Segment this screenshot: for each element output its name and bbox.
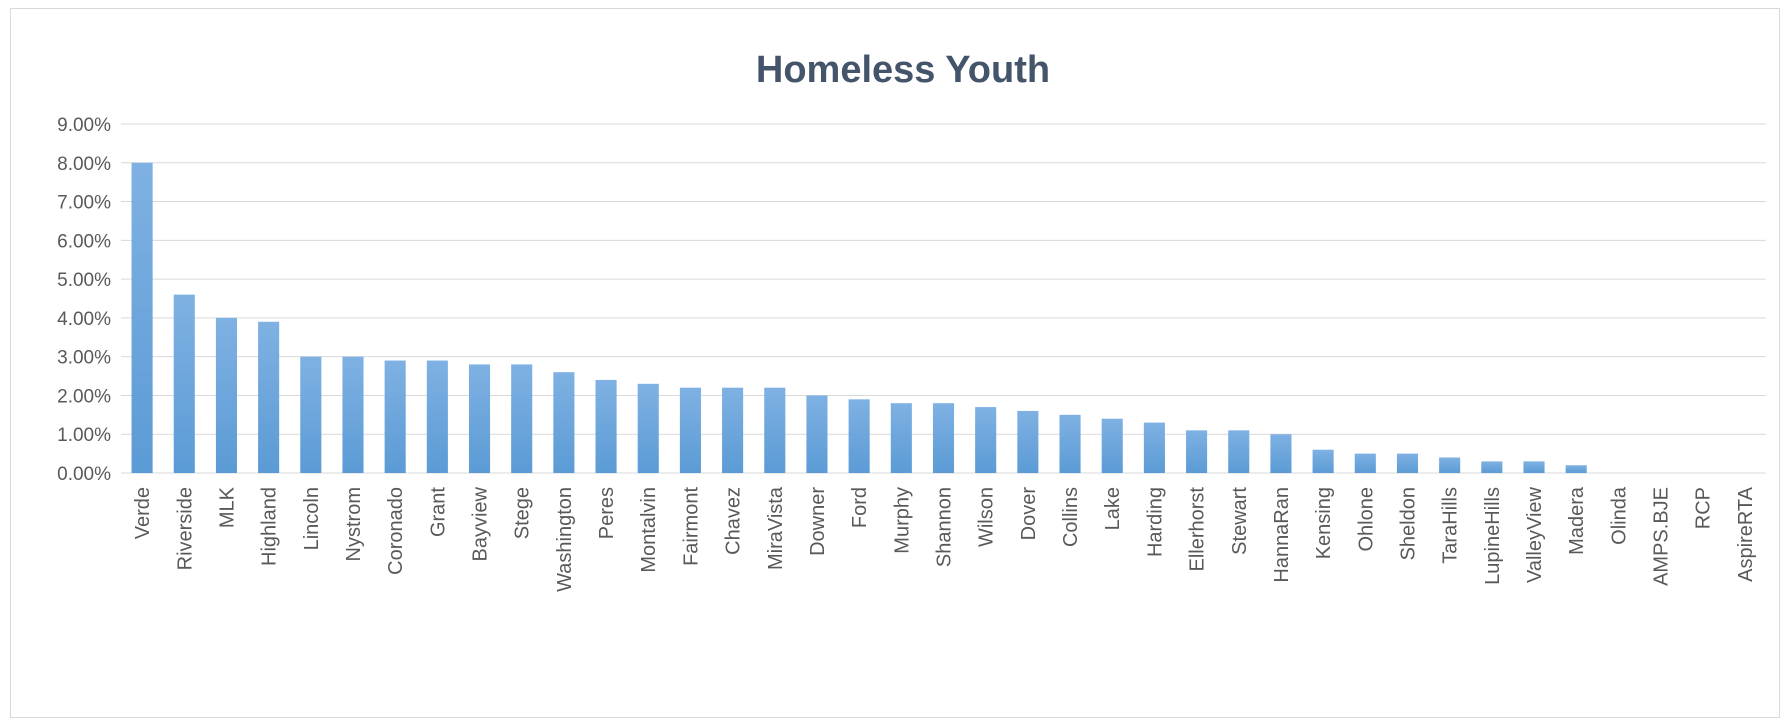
x-tick-label: RCP	[1693, 487, 1715, 529]
bar-stege	[511, 364, 533, 473]
bar-lincoln	[300, 356, 322, 473]
x-tick-label: LupineHills	[1482, 487, 1504, 585]
x-tick-label: Washington	[554, 487, 576, 592]
x-tick-label: Murphy	[891, 487, 913, 554]
bar-downer	[806, 395, 828, 473]
x-tick-label: Stewart	[1229, 487, 1251, 555]
bar-coronado	[384, 360, 406, 473]
bar-riverside	[173, 294, 195, 473]
y-tick-label: 8.00%	[57, 154, 111, 175]
x-tick-label: MLK	[216, 486, 238, 528]
bar-tarahills	[1439, 457, 1461, 473]
bar-murphy	[890, 403, 912, 473]
y-tick-label: 7.00%	[57, 193, 111, 214]
x-tick-label: Lake	[1102, 487, 1124, 530]
bar-harding	[1143, 422, 1165, 473]
x-tick-label: Wilson	[976, 487, 998, 547]
bar-madera	[1565, 465, 1587, 473]
x-tick-label: Ellerhorst	[1187, 487, 1209, 572]
bar-wilson	[975, 407, 997, 473]
x-tick-label: MiraVista	[765, 486, 787, 570]
bar-verde	[131, 162, 153, 473]
x-tick-label: Fairmont	[680, 487, 702, 566]
x-tick-label: Montalvin	[638, 487, 660, 573]
y-tick-label: 5.00%	[57, 270, 111, 291]
bar-stewart	[1228, 430, 1250, 473]
x-tick-label: Harding	[1144, 487, 1166, 557]
y-tick-label: 4.00%	[57, 309, 111, 330]
x-tick-label: Sheldon	[1397, 487, 1419, 560]
bars	[131, 162, 1587, 473]
y-tick-label: 9.00%	[57, 115, 111, 136]
x-tick-label: TaraHills	[1440, 487, 1462, 564]
x-axis-ticks: Verde Riverside MLK Highland Lincoln Nystrom C…	[132, 486, 1757, 592]
bar-ford	[848, 399, 870, 473]
x-tick-label: Downer	[807, 487, 829, 556]
bar-collins	[1059, 414, 1081, 473]
x-tick-label: Coronado	[385, 487, 407, 575]
bar-ohlone	[1354, 453, 1376, 473]
x-tick-label: Olinda	[1608, 486, 1630, 545]
bar-bayview	[468, 364, 491, 473]
x-tick-label: Stege	[512, 487, 534, 539]
y-tick-label: 1.00%	[57, 425, 111, 446]
y-tick-label: 6.00%	[57, 231, 111, 252]
bar-sheldon	[1396, 453, 1419, 473]
x-tick-label: Riverside	[174, 487, 196, 570]
bar-valleyview	[1523, 461, 1545, 473]
bar-peres	[595, 379, 617, 473]
x-tick-label: Nystrom	[343, 487, 365, 561]
x-tick-label: Kensing	[1313, 487, 1335, 559]
bar-washington	[553, 372, 575, 473]
y-axis-ticks: 0.00% 1.00% 2.00% 3.00% 4.00% 5.00% 6.00% 7.00%…	[57, 115, 111, 485]
x-tick-label: Collins	[1060, 487, 1082, 547]
bar-miravista	[764, 387, 786, 473]
x-tick-label: Highland	[259, 487, 281, 566]
bar-kensing	[1312, 449, 1334, 473]
bar-lupinehills	[1481, 461, 1503, 473]
x-tick-label: Lincoln	[301, 487, 323, 550]
bar-shannon	[932, 403, 955, 473]
y-tick-label: 0.00%	[57, 464, 111, 485]
bar-chavez	[722, 387, 744, 473]
x-tick-label: Ford	[849, 487, 871, 528]
y-tick-label: 2.00%	[57, 386, 111, 407]
bar-grant	[426, 360, 448, 473]
x-tick-label: ValleyView	[1524, 486, 1546, 583]
bar-hannaran	[1270, 434, 1292, 473]
bar-lake	[1101, 418, 1123, 473]
x-tick-label: AspireRTA	[1735, 486, 1757, 582]
x-tick-label: Peres	[596, 487, 618, 539]
bar-nystrom	[342, 356, 364, 473]
x-tick-label: Shannon	[934, 487, 956, 567]
x-tick-label: Grant	[427, 487, 449, 537]
chart-frame: Homeless Youth 0.00% 1.00% 2.00% 3.00% 4.00%…	[10, 8, 1780, 718]
x-tick-label: AMPS.BJE	[1651, 487, 1673, 586]
bar-fairmont	[679, 387, 701, 473]
chart-title: Homeless Youth	[756, 49, 1050, 91]
bar-mlk	[215, 317, 237, 473]
x-tick-label: Ohlone	[1355, 487, 1377, 552]
bar-dover	[1017, 410, 1039, 473]
x-tick-label: Verde	[132, 487, 154, 539]
x-tick-label: Madera	[1566, 486, 1588, 555]
y-tick-label: 3.00%	[57, 348, 111, 369]
x-tick-label: HannaRan	[1271, 487, 1293, 583]
bar-ellerhorst	[1186, 430, 1208, 473]
bar-chart: Homeless Youth 0.00% 1.00% 2.00% 3.00% 4.00%…	[57, 49, 1766, 592]
bar-montalvin	[637, 383, 659, 473]
x-tick-label: Bayview	[470, 486, 492, 561]
x-tick-label: Dover	[1018, 487, 1040, 541]
bar-highland	[258, 321, 280, 473]
x-tick-label: Chavez	[723, 487, 745, 555]
